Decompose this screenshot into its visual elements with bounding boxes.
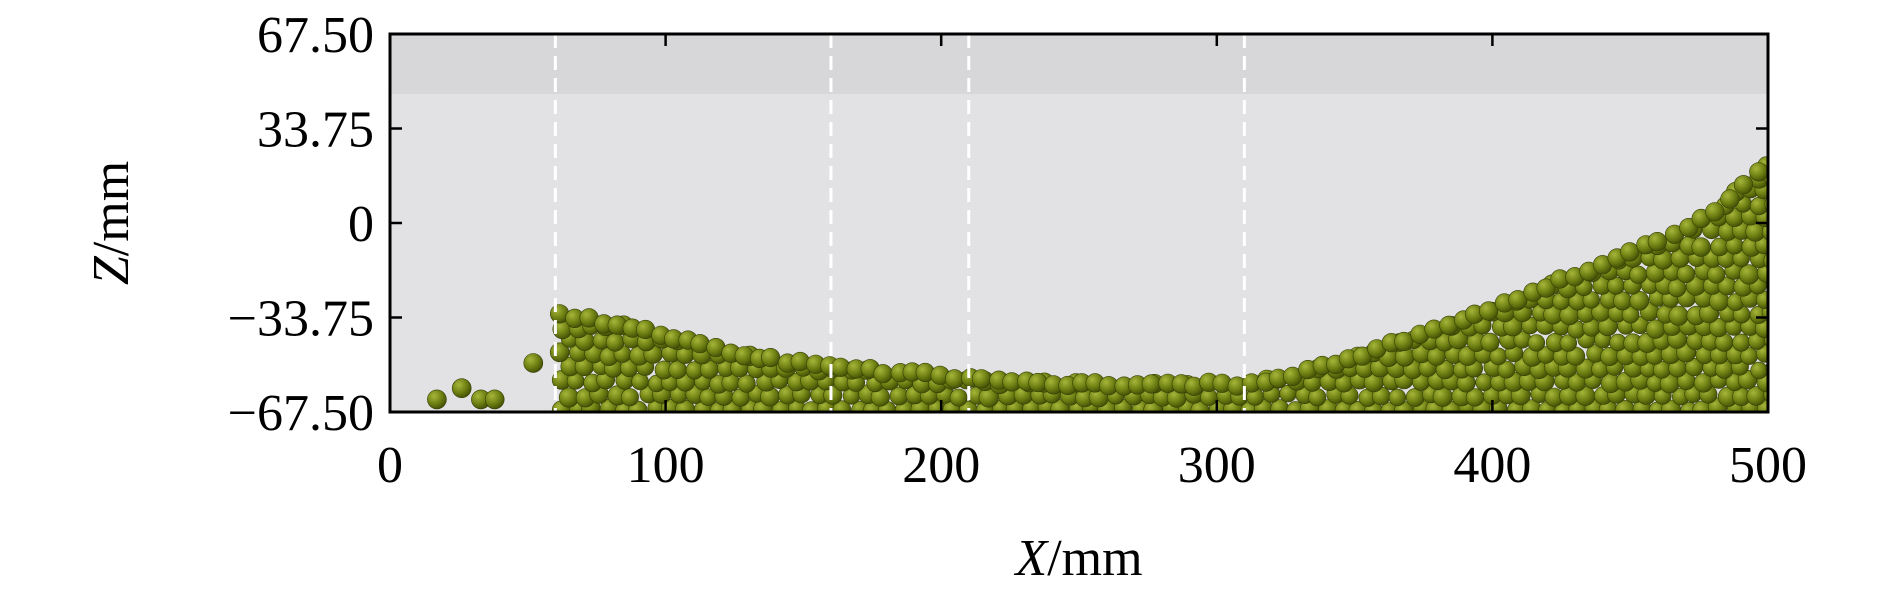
svg-text:Z/mm: Z/mm [83, 161, 140, 285]
particle [1756, 290, 1768, 309]
particle [1478, 301, 1499, 321]
x-tick-label: 100 [627, 437, 705, 494]
particle [944, 369, 965, 389]
particle [760, 348, 781, 368]
particle [558, 387, 579, 408]
particle [620, 388, 639, 407]
svg-text:X/mm: X/mm [1013, 530, 1142, 587]
particle [949, 388, 968, 407]
y-tick-label: −33.75 [228, 291, 374, 348]
y-tick-label: 0 [348, 196, 374, 253]
particle [1749, 162, 1768, 182]
x-axis-variable: X [1013, 530, 1049, 587]
y-axis-unit: /mm [83, 161, 140, 256]
particle [1691, 237, 1711, 257]
particle [1750, 361, 1768, 380]
particle [873, 364, 893, 384]
particle [1668, 305, 1689, 326]
particle [1738, 264, 1760, 285]
particle [1559, 334, 1578, 352]
particle [1480, 332, 1500, 352]
x-axis-ticks: 0 100 200 300 400 500 [377, 34, 1807, 494]
particle [690, 334, 710, 354]
x-axis-unit: /mm [1047, 530, 1142, 587]
y-tick-label: 67.50 [257, 7, 374, 64]
particle [1705, 202, 1725, 222]
particle [1707, 265, 1726, 284]
particle [605, 332, 625, 352]
particle [1388, 388, 1407, 407]
x-tick-label: 500 [1729, 437, 1807, 494]
scattered-particle [484, 389, 505, 410]
x-tick-label: 400 [1453, 437, 1531, 494]
x-axis-title: X/mm [1013, 530, 1142, 587]
y-tick-label: 33.75 [257, 102, 374, 159]
particle-bed [427, 156, 1768, 412]
particle [1733, 175, 1754, 195]
x-tick-label: 200 [902, 437, 980, 494]
scattered-particle [451, 378, 472, 399]
particle [1647, 232, 1667, 252]
x-tick-label: 0 [377, 437, 403, 494]
scattered-particle [427, 389, 447, 410]
particle [737, 374, 756, 393]
y-tick-label: −67.50 [228, 385, 374, 442]
particle [832, 400, 852, 412]
particle [971, 369, 992, 389]
y-axis-ticks: 67.50 33.75 0 −33.75 −67.50 [228, 7, 1768, 442]
particle [1394, 331, 1414, 352]
particle [1405, 388, 1425, 407]
particle [1621, 305, 1640, 324]
particle [1720, 189, 1740, 209]
particle [1536, 278, 1556, 298]
particle [1620, 242, 1640, 262]
particle [1527, 334, 1546, 352]
top-band [390, 34, 1768, 94]
section-boundaries [553, 34, 1246, 412]
y-axis-variable: Z [83, 255, 140, 285]
scattered-particle [523, 353, 544, 373]
particle [1141, 374, 1161, 394]
particle [1676, 264, 1695, 284]
y-axis-title: Z/mm [83, 161, 140, 285]
particle [1629, 265, 1648, 284]
particle [1732, 333, 1751, 352]
x-tick-label: 300 [1178, 437, 1256, 494]
